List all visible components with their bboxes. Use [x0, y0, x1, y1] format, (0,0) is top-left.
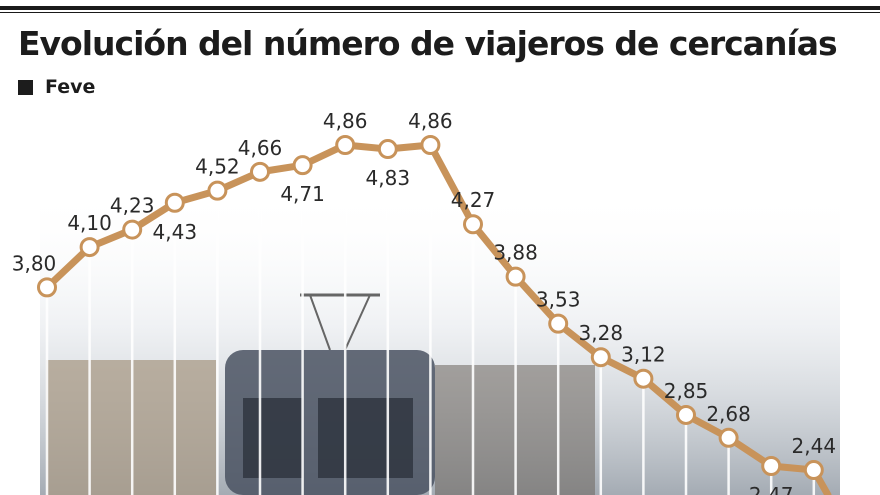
data-label-0: 3,80: [12, 251, 57, 275]
legend-label-feve: Feve: [45, 76, 96, 98]
legend: Feve: [18, 76, 95, 98]
data-point-16: [718, 427, 739, 448]
data-label-11: 3,88: [493, 241, 538, 265]
data-point-6: [292, 155, 313, 176]
data-point-17: [761, 456, 782, 476]
data-point-11: [505, 266, 526, 287]
data-point-0: [37, 277, 57, 298]
data-point-2: [122, 219, 143, 240]
data-point-13: [590, 347, 611, 368]
data-point-9: [420, 135, 441, 155]
data-label-6: 4,71: [280, 182, 325, 206]
data-label-3: 4,43: [153, 220, 198, 244]
data-point-3: [164, 192, 185, 213]
top-rule-thick: [0, 6, 880, 10]
data-point-7: [335, 135, 356, 155]
data-label-1: 4,10: [67, 211, 112, 235]
data-label-12: 3,53: [536, 288, 581, 312]
top-rule-thin: [0, 12, 880, 13]
data-label-17: 2,47: [749, 483, 794, 495]
data-label-16: 2,68: [706, 402, 751, 426]
data-label-7: 4,86: [323, 109, 368, 133]
data-label-5: 4,66: [238, 136, 283, 160]
data-point-14: [633, 368, 654, 389]
data-label-9: 4,86: [408, 109, 453, 133]
data-point-18: [803, 460, 824, 481]
data-label-2: 4,23: [110, 194, 155, 218]
data-label-15: 2,85: [664, 379, 709, 403]
data-point-1: [79, 237, 100, 258]
data-label-10: 4,27: [451, 188, 496, 212]
data-point-4: [207, 180, 228, 201]
data-point-15: [676, 404, 696, 425]
data-label-4: 4,52: [195, 155, 240, 179]
data-label-13: 3,28: [579, 321, 624, 345]
legend-swatch: [18, 79, 33, 95]
data-point-12: [548, 313, 569, 334]
data-label-8: 4,83: [366, 166, 411, 190]
data-point-10: [463, 214, 483, 235]
data-point-8: [377, 139, 398, 160]
data-point-5: [250, 161, 270, 182]
chart-title: Evolución del número de viajeros de cerc…: [18, 24, 838, 63]
data-label-18: 2,44: [792, 434, 837, 458]
data-label-14: 3,12: [621, 343, 666, 367]
